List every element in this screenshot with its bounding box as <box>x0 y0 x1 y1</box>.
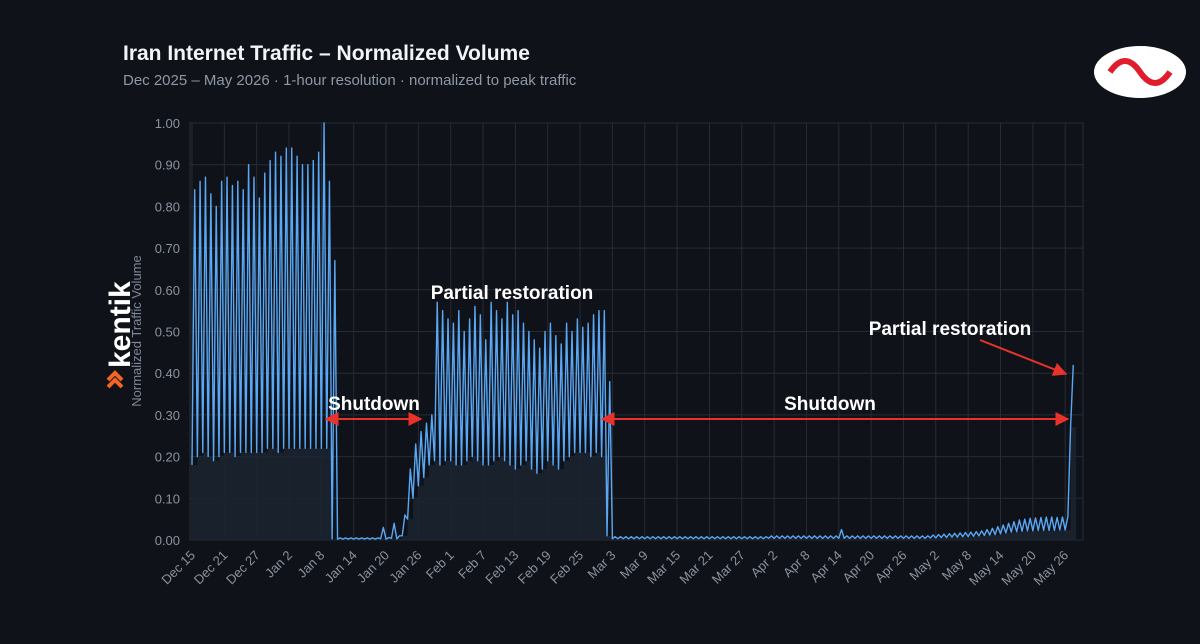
x-tick-label: Mar 3 <box>584 548 618 582</box>
x-tick-label: Dec 27 <box>223 548 263 588</box>
x-tick-label: Mar 15 <box>644 548 683 587</box>
brand-name: kentik <box>104 281 137 368</box>
annotation: Shutdown <box>784 394 876 415</box>
x-tick-label: Feb 25 <box>547 548 586 587</box>
x-tick-label: Dec 15 <box>158 548 198 588</box>
x-tick-label: Feb 13 <box>482 548 521 587</box>
area-fill <box>192 427 1076 540</box>
y-tick-label: 0.80 <box>155 199 180 214</box>
y-tick-label: 0.90 <box>155 158 180 173</box>
x-tick-label: Feb 1 <box>423 548 457 582</box>
y-tick-label: 0.60 <box>155 283 180 298</box>
annotation: Partial restoration <box>869 319 1032 340</box>
y-tick-label: 0.00 <box>155 533 180 548</box>
chart-subtitle: Dec 2025 – May 2026 · 1-hour resolution … <box>123 72 577 89</box>
corner-logo <box>1094 46 1186 98</box>
x-tick-label: Mar 27 <box>709 548 748 587</box>
brand-logo: kentik <box>104 281 137 389</box>
annotation: Partial restoration <box>431 283 594 304</box>
y-tick-label: 1.00 <box>155 116 180 131</box>
x-tick-label: Jan 2 <box>262 548 295 581</box>
x-tick-label: Jan 14 <box>322 548 360 586</box>
x-tick-label: Apr 14 <box>807 548 845 586</box>
y-tick-label: 0.20 <box>155 450 180 465</box>
y-tick-label: 0.40 <box>155 366 180 381</box>
traffic-line <box>191 122 1074 540</box>
y-tick-label: 0.30 <box>155 408 180 423</box>
y-tick-label: 0.70 <box>155 241 180 256</box>
chart-title: Iran Internet Traffic – Normalized Volum… <box>123 42 530 65</box>
x-tick-label: Apr 20 <box>840 548 878 586</box>
y-tick-label: 0.10 <box>155 491 180 506</box>
x-tick-label: Apr 26 <box>872 548 910 586</box>
x-tick-label: May 2 <box>906 548 942 584</box>
x-tick-label: May 20 <box>998 548 1039 589</box>
x-tick-label: May 26 <box>1031 548 1072 589</box>
x-tick-label: Dec 21 <box>191 548 231 588</box>
y-tick-label: 0.50 <box>155 325 180 340</box>
x-tick-label: Apr 2 <box>748 548 781 581</box>
x-tick-label: Jan 20 <box>354 548 392 586</box>
annotation: Shutdown <box>328 394 420 415</box>
annotation-arrow <box>979 339 1068 376</box>
x-tick-label: Mar 21 <box>676 548 715 587</box>
y-axis-label: Normalized Traffic Volume <box>129 255 144 407</box>
x-tick-label: Jan 26 <box>386 548 424 586</box>
x-tick-label: May 14 <box>966 548 1007 589</box>
x-tick-label: Feb 19 <box>515 548 554 587</box>
